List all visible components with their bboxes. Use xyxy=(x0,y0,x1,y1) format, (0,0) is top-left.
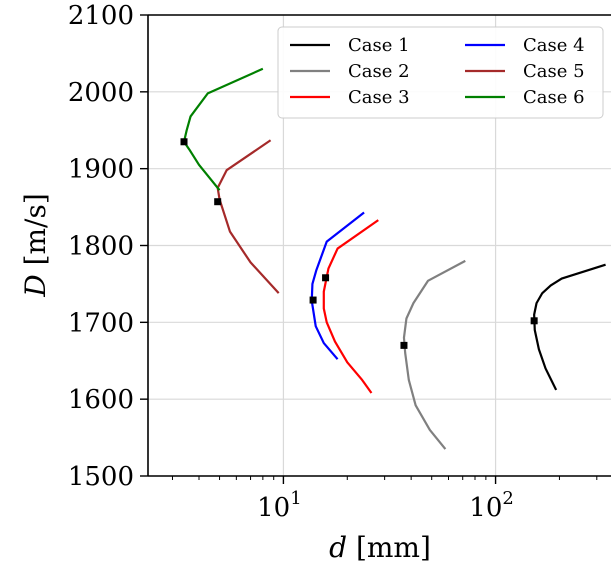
series-line-case-3 xyxy=(322,219,379,394)
marker-case-4 xyxy=(309,296,317,304)
legend: Case 1 Case 2 Case 3 Case 4 Case 5 Case 6 xyxy=(277,26,604,119)
series-line-case-1 xyxy=(533,263,606,391)
legend-box xyxy=(277,26,604,119)
series-line-case-4 xyxy=(310,211,365,360)
y-tick-label: 2100 xyxy=(68,1,134,31)
y-axis-title: D [m/s] xyxy=(19,193,52,298)
legend-label-case-1: Case 1 xyxy=(348,35,410,56)
y-axis-ticks: 1500 1600 1700 1800 1900 2000 2100 xyxy=(68,1,148,492)
x-axis-title: d [mm] xyxy=(329,531,431,564)
marker-layer xyxy=(180,138,538,349)
legend-label-case-6: Case 6 xyxy=(523,87,585,108)
legend-label-case-2: Case 2 xyxy=(348,61,410,82)
marker-case-6 xyxy=(180,138,188,146)
series-line-case-6 xyxy=(182,67,264,191)
y-tick-label: 1800 xyxy=(68,232,134,262)
y-tick-label: 2000 xyxy=(68,78,134,108)
x-axis-ticks: 101 102 xyxy=(171,476,598,523)
x-tick-label: 102 xyxy=(469,488,514,523)
y-tick-label: 1600 xyxy=(68,385,134,415)
legend-label-case-5: Case 5 xyxy=(523,61,585,82)
y-tick-label: 1700 xyxy=(68,308,134,338)
x-tick-label: 101 xyxy=(257,488,302,523)
marker-case-3 xyxy=(322,274,330,282)
y-tick-label: 1900 xyxy=(68,155,134,185)
marker-case-5 xyxy=(214,198,222,206)
legend-label-case-3: Case 3 xyxy=(348,87,410,108)
y-tick-label: 1500 xyxy=(68,462,134,492)
marker-case-2 xyxy=(400,341,408,349)
marker-case-1 xyxy=(530,317,538,325)
legend-label-case-4: Case 4 xyxy=(523,35,585,56)
